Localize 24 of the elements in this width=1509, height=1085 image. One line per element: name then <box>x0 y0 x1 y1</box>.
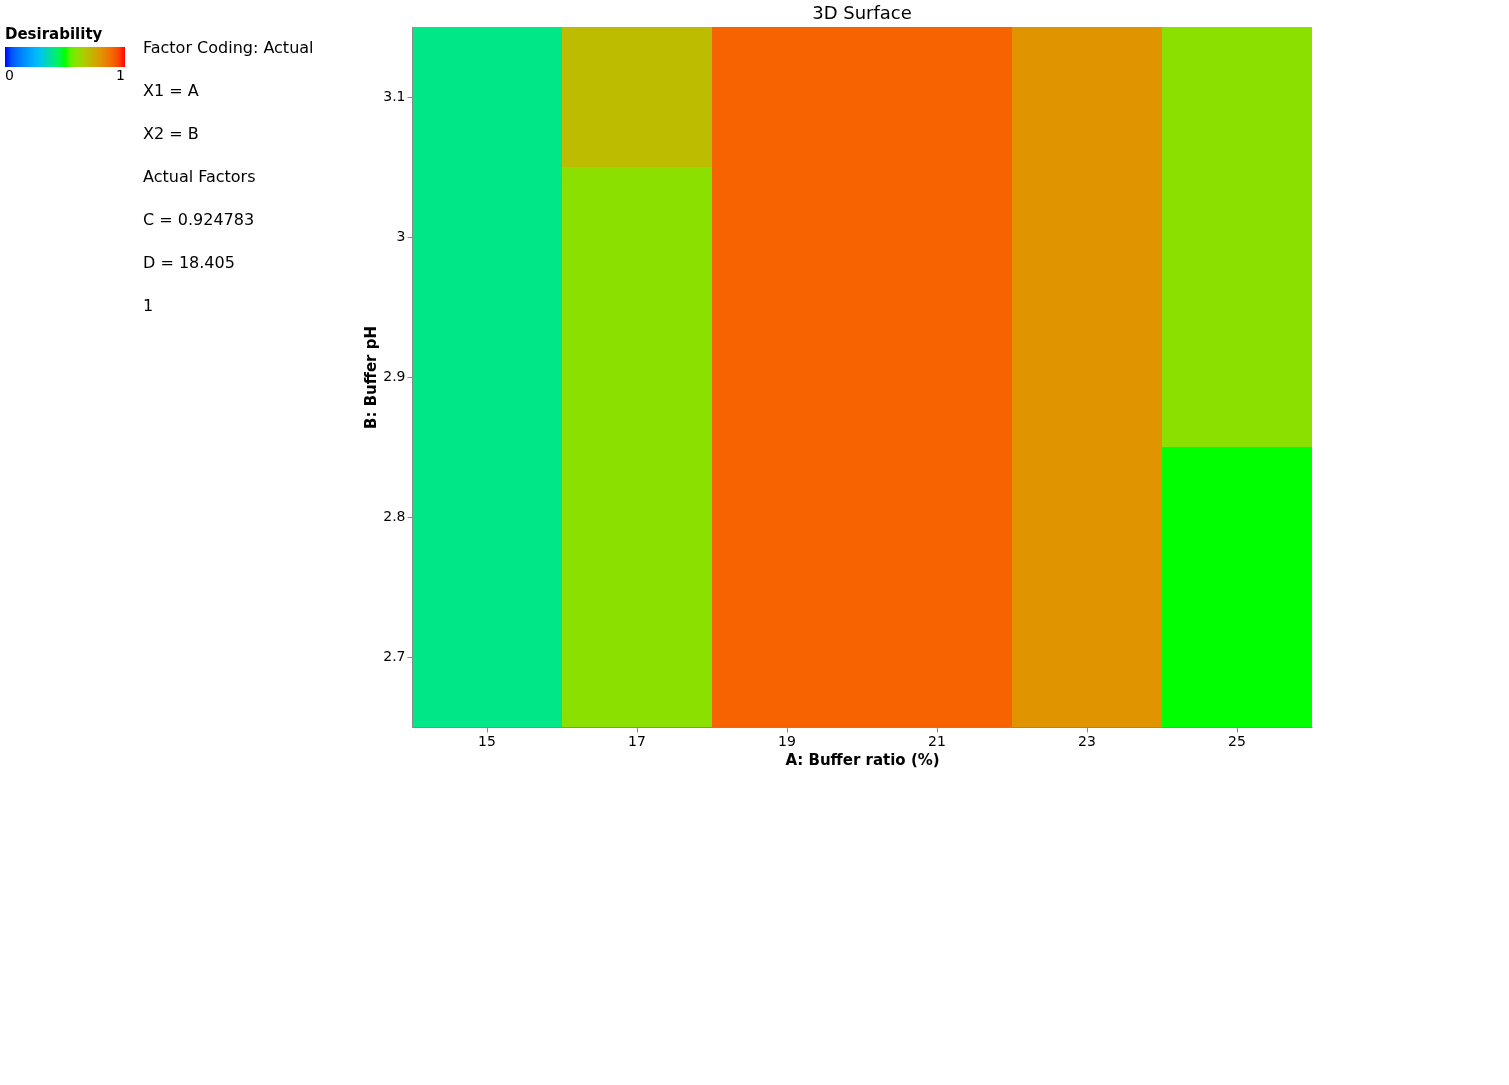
text: Factor Coding: Actual <box>143 38 314 58</box>
text: C = 0.924783 <box>143 209 255 229</box>
y-tick-label: 2.7 <box>383 648 406 664</box>
x-tick-label: 23 <box>1078 732 1096 749</box>
x-tick-label: 17 <box>628 732 646 749</box>
x-tick-label: 15 <box>478 732 496 749</box>
y-tick-label: 3 <box>396 228 406 244</box>
x-tick-label: 21 <box>928 732 946 749</box>
x-axis-title: A: Buffer ratio (%) <box>785 750 940 769</box>
text: 1 <box>143 295 154 315</box>
color-bar-label: 1 <box>116 67 125 83</box>
y-axis-title: B: Buffer pH <box>362 325 381 430</box>
y-tick-label: 2.8 <box>383 508 406 524</box>
text: D = 18.405 <box>143 252 235 272</box>
x-tick-label: 25 <box>1228 732 1246 749</box>
color-bar-title: Desirability <box>5 25 103 43</box>
y-tick-label: 3.1 <box>383 88 406 104</box>
x-tick-label: 19 <box>778 732 796 749</box>
text: X2 = B <box>143 124 199 144</box>
y-tick-label: 2.9 <box>383 368 406 384</box>
chart-title: 3D Surface <box>812 2 912 23</box>
text: Actual Factors <box>143 167 256 186</box>
color-bar-label: 0 <box>5 67 14 83</box>
text: X1 = A <box>143 81 199 101</box>
